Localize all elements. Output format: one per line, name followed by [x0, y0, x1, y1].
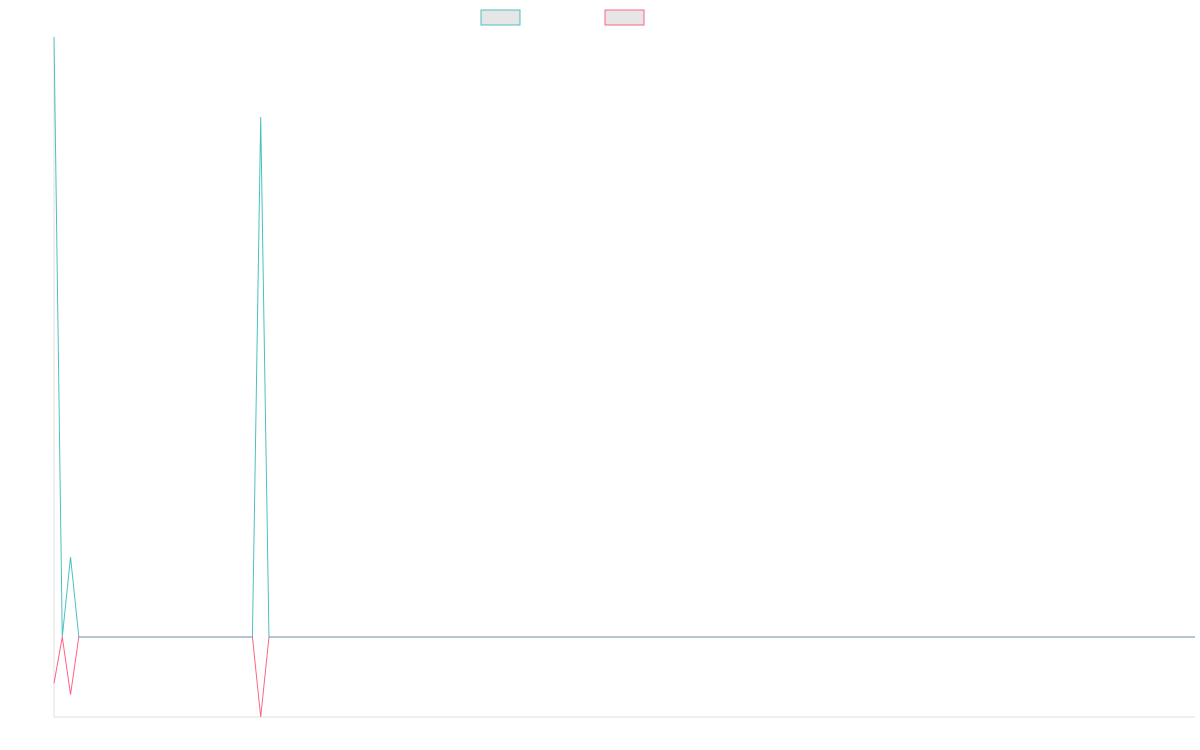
legend[interactable]: [480, 9, 645, 26]
legend-swatch-1[interactable]: [480, 9, 521, 26]
axes: [53, 37, 1195, 718]
series-line-2: [53, 636, 1195, 718]
series-line-1: [53, 36, 1195, 638]
legend-swatch-2[interactable]: [604, 9, 645, 26]
series-lines: [53, 36, 1195, 718]
